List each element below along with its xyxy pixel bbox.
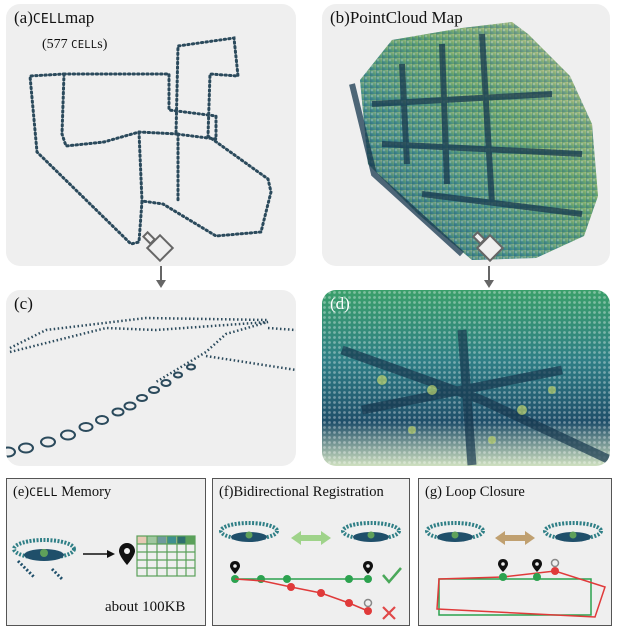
- scan-thumbnail-right: [543, 521, 603, 542]
- panel-pointcloud-map: (b)PointCloud Map: [322, 4, 610, 266]
- panel-pointcloud-closeup: (d): [322, 290, 610, 466]
- map-pin-icon: [532, 559, 542, 572]
- double-arrow-icon: [291, 531, 331, 545]
- map-pin-icon: [363, 561, 373, 574]
- panel-loop-closure: (g) Loop Closure: [418, 478, 612, 626]
- camera-icon: [141, 230, 175, 263]
- map-pin-icon: [498, 559, 508, 572]
- down-arrow-icon: [484, 266, 494, 288]
- cell-closeup-view: [6, 316, 296, 458]
- panel-cell-memory: (e)CELL Memory about 100KB: [6, 478, 206, 626]
- panel-b-title: (b)PointCloud Map: [330, 8, 463, 27]
- panel-g-title: (g) Loop Closure: [425, 484, 525, 500]
- panel-cell-closeup: (c): [6, 290, 296, 466]
- checkmark-icon: [382, 567, 402, 584]
- pointcloud-closeup-view: [322, 290, 610, 466]
- double-arrow-icon: [495, 531, 535, 545]
- panel-c-label: (c): [14, 294, 33, 313]
- panel-a-subtitle: (577 CELLs): [42, 37, 108, 52]
- camera-icon: [471, 230, 505, 263]
- scan-thumbnail-left: [425, 521, 485, 542]
- down-arrow-icon: [156, 266, 166, 288]
- cell-map-trajectory: [28, 36, 273, 246]
- memory-table: [136, 535, 196, 577]
- panel-bidirectional-registration: (f)Bidirectional Registration: [212, 478, 410, 626]
- scan-thumbnail: [12, 538, 76, 581]
- registration-tracks: [230, 561, 402, 620]
- cross-icon: [382, 606, 396, 620]
- pointcloud-map-image: [349, 22, 598, 260]
- loop-closure-tracks: [436, 558, 606, 618]
- scan-thumbnail-left: [219, 521, 279, 542]
- panel-e-title: (e)CELL Memory: [13, 484, 112, 500]
- scan-thumbnail-right: [341, 521, 401, 542]
- map-pin-icon: [119, 543, 135, 565]
- panel-f-title: (f)Bidirectional Registration: [219, 484, 384, 500]
- memory-size-label: about 100KB: [105, 599, 186, 615]
- panel-d-label: (d): [330, 294, 350, 313]
- panel-cellmap: (a)CELLmap (577 CELLs): [6, 4, 296, 266]
- map-pin-icon: [230, 561, 240, 574]
- right-arrow-icon: [83, 550, 115, 558]
- panel-a-title: (a)CELLmap: [14, 8, 95, 27]
